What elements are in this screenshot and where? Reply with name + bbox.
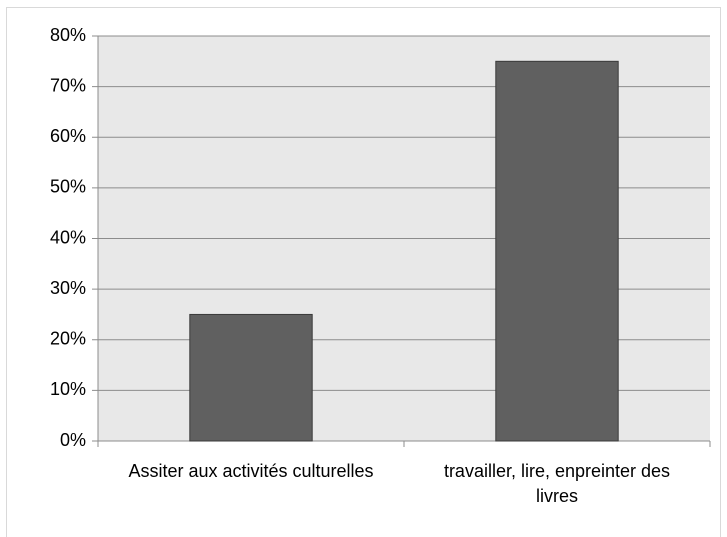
y-tick-label: 0% (60, 430, 86, 450)
x-tick-label: travailler, lire, enpreinter des livres (443, 461, 671, 506)
chart-border (6, 7, 721, 537)
bar (495, 60, 619, 442)
y-tick-label: 30% (50, 278, 86, 298)
y-tick-label: 20% (50, 329, 86, 349)
y-tick-label: 70% (50, 75, 86, 95)
y-tick-label: 60% (50, 126, 86, 146)
x-tick-label: Assiter aux activités culturelles (128, 461, 374, 481)
y-tick-label: 40% (50, 227, 86, 247)
y-tick-label: 80% (50, 25, 86, 45)
bar (189, 313, 313, 442)
y-tick-label: 50% (50, 177, 86, 197)
y-tick-label: 10% (50, 379, 86, 399)
